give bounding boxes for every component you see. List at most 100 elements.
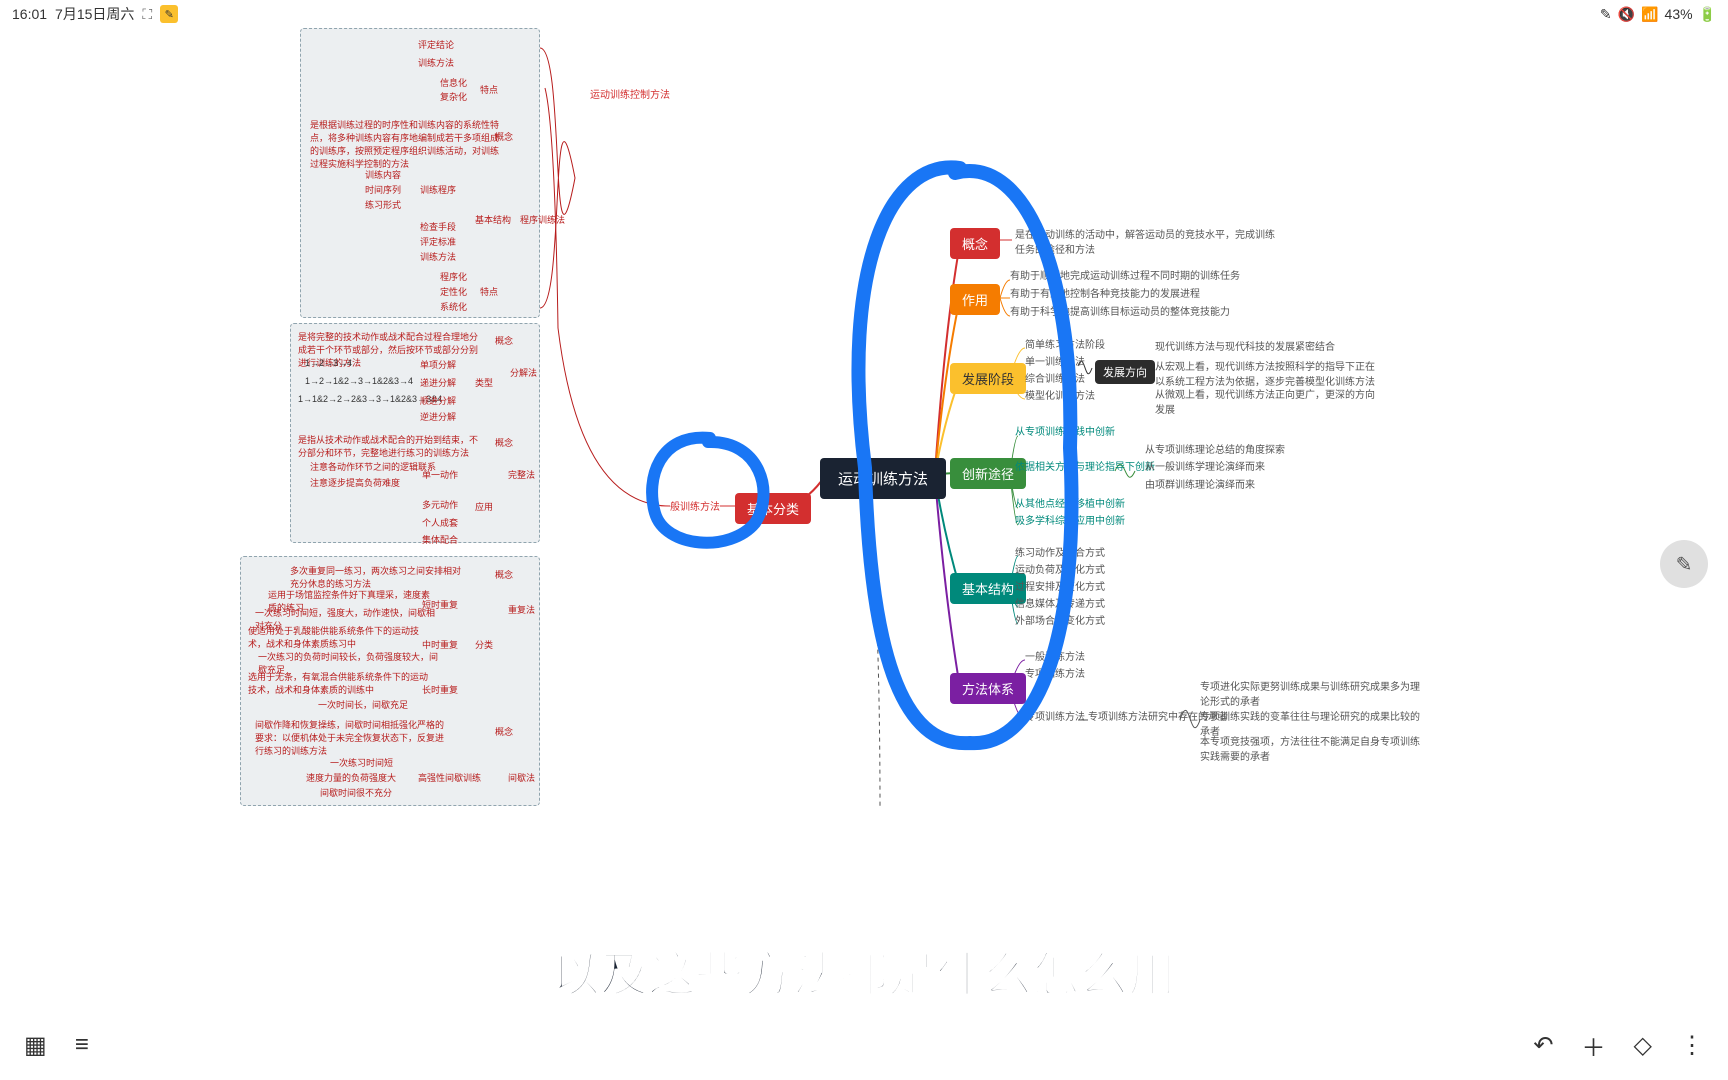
panel-text: 个人成套 [422,516,458,529]
leaf: 外部场合及变化方式 [1015,612,1105,627]
panel-text: 短时重复 [422,598,458,611]
panel-text: 系统化 [440,300,467,313]
panel-text: 重复法 [508,603,535,616]
leaf: 从专项训练实践中创新 [1015,423,1115,438]
expand-icon[interactable]: ⛶ [142,6,152,23]
panel-text: 概念 [495,130,513,143]
leaf: 从专项训练理论总结的角度探索 [1145,441,1285,456]
wifi-icon: 📶 [1641,6,1658,23]
more-icon[interactable]: ⋮ [1680,1031,1704,1060]
panel-text: 间歇时间很不充分 [320,786,392,799]
grid-icon[interactable]: ▦ [24,1031,47,1060]
panel-text: 注意逐步提高负荷难度 [310,476,400,489]
leaf: 综合训练方法 [1025,370,1085,385]
panel-text: 程序训练法 [520,213,565,226]
panel-text: 类型 [475,376,493,389]
list-icon[interactable]: ≡ [75,1031,89,1060]
panel-text: 1→2→3→4 [305,358,352,368]
panel-text: 是根据训练过程的时序性和训练内容的系统性特点，将多种训练内容有序地编制成若干多项… [310,118,505,170]
app-icon[interactable]: ✎ [160,5,178,23]
panel-text: 特点 [480,285,498,298]
node-direction[interactable]: 发展方向 [1095,360,1155,384]
detail-panel [300,28,540,318]
panel-text: 检查手段 [420,220,456,233]
leaf: 过程安排及变化方式 [1015,578,1105,593]
leaf-general-method: 一般训练方法 [660,498,720,513]
leaf: 吸多学科综合应用中创新 [1015,512,1125,527]
add-icon[interactable]: ＋ [1582,1028,1606,1063]
leaf: 本专项竞技强项，方法往往不能满足自身专项训练实践需要的承者 [1200,733,1420,763]
leaf: 依据相关方法与理论指导下创新 [1015,458,1155,473]
battery-text: 43% [1665,6,1693,22]
panel-text: 复杂化 [440,90,467,103]
node-concept[interactable]: 概念 [950,228,1000,259]
leaf: 模型化训练方法 [1025,387,1095,402]
leaf: 专项训练方法 [1025,665,1085,680]
leaf: 简单练习方法阶段 [1025,336,1105,351]
panel-text: 逆进分解 [420,410,456,423]
top-control-label: 运动训练控制方法 [590,86,670,101]
leaf: 信息媒体及传递方式 [1015,595,1105,610]
leaf: 一般训练方法 [1025,648,1085,663]
mindmap-root[interactable]: 运动训练方法 [820,458,946,499]
bottom-toolbar: ▦ ≡ ↶ ＋ ◇ ⋮ [0,1010,1728,1080]
panel-text: 评定标准 [420,235,456,248]
panel-text: 时间序列 [365,183,401,196]
panel-text: 使适用处于乳酸能供能系统条件下的运动技术，战术和身体素质练习中 [248,624,428,650]
panel-text: 概念 [495,334,513,347]
status-time: 16:01 [12,6,47,22]
panel-text: 多元动作 [422,498,458,511]
panel-text: 长时重复 [422,683,458,696]
panel-text: 多次重复同一练习，两次练习之间安排相对充分休息的练习方法 [290,564,465,590]
panel-text: 一次练习时间短 [330,756,393,769]
edit-fab[interactable]: ✎ [1660,540,1708,588]
leaf: 从宏观上看，现代训练方法按照科学的指导下正在以系统工程方法为依据，逐步完善模型化… [1155,358,1375,388]
panel-text: 中时重复 [422,638,458,651]
leaf: 现代训练方法与现代科技的发展紧密结合 [1155,338,1335,353]
eraser-icon[interactable]: ◇ [1634,1031,1652,1060]
leaf: 专项进化实际更努训练成果与训练研究成果多为理论形式的承者 [1200,678,1420,708]
leaf: 从微观上看，现代训练方法正向更广，更深的方向发展 [1155,386,1375,416]
panel-text: 定性化 [440,285,467,298]
panel-text: 训练方法 [420,250,456,263]
leaf: 有助于顺利地完成运动训练过程不同时期的训练任务 [1010,267,1240,282]
panel-text: 练习形式 [365,198,401,211]
panel-text: 单一动作 [422,468,458,481]
node-role[interactable]: 作用 [950,284,1000,315]
panel-text: 训练方法 [418,56,454,69]
panel-text: 特点 [480,83,498,96]
panel-text: 一次时间长，间歇充足 [318,698,408,711]
node-system[interactable]: 方法体系 [950,673,1026,704]
panel-text: 训练程序 [420,183,456,196]
status-date: 7月15日周六 [55,4,134,24]
node-stage[interactable]: 发展阶段 [950,363,1026,394]
video-subtitle: 以及这些方法都是什么怎么用 [552,935,1176,1005]
panel-text: 概念 [495,725,513,738]
mindmap-canvas[interactable]: 运动训练方法 基本分类 一般训练方法 概念 作用 发展阶段 发展方向 创新途径 … [0,28,1728,1010]
leaf: 是在运动训练的活动中，解答运动员的竞技水平，完成训练任务的途径和方法 [1015,226,1275,256]
panel-text: 程序化 [440,270,467,283]
node-classification[interactable]: 基本分类 [735,493,811,524]
panel-text: 完整法 [508,468,535,481]
panel-text: 应用 [475,500,493,513]
panel-text: 选用于无条，有氧混合供能系统条件下的运动技术，战术和身体素质的训练中 [248,670,428,696]
panel-text: 间歇作降和恢复操练，间歇时间相抵强化严格的要求：以便机体处于未完全恢复状态下，反… [255,718,445,757]
status-bar: 16:01 7月15日周六 ⛶ ✎ ✎ 🔇 📶 43% 🔋 [0,0,1728,28]
panel-text: 训练内容 [365,168,401,181]
leaf: 专项训练方法研究中存在的承者 [1088,708,1228,723]
pencil-icon: ✎ [1676,552,1693,577]
status-left: 16:01 7月15日周六 ⛶ ✎ [12,4,178,24]
leaf: 有助于科学地提高训练目标运动员的整体竞技能力 [1010,303,1230,318]
undo-icon[interactable]: ↶ [1533,1031,1553,1060]
panel-text: 间歇法 [508,771,535,784]
leaf: 运动负荷及变化方式 [1015,561,1105,576]
panel-text: 分解法 [510,366,537,379]
leaf: 由项群训练理论演绎而来 [1145,476,1255,491]
panel-text: 高强性间歇训练 [418,771,481,784]
status-right: ✎ 🔇 📶 43% 🔋 [1600,6,1716,23]
mute-icon: 🔇 [1618,6,1635,23]
leaf: 有助于有效地控制各种竞技能力的发展进程 [1010,285,1200,300]
pen-icon: ✎ [1600,6,1612,23]
panel-text: 顺进分解 [420,394,456,407]
leaf: 单一训练方法 [1025,353,1085,368]
